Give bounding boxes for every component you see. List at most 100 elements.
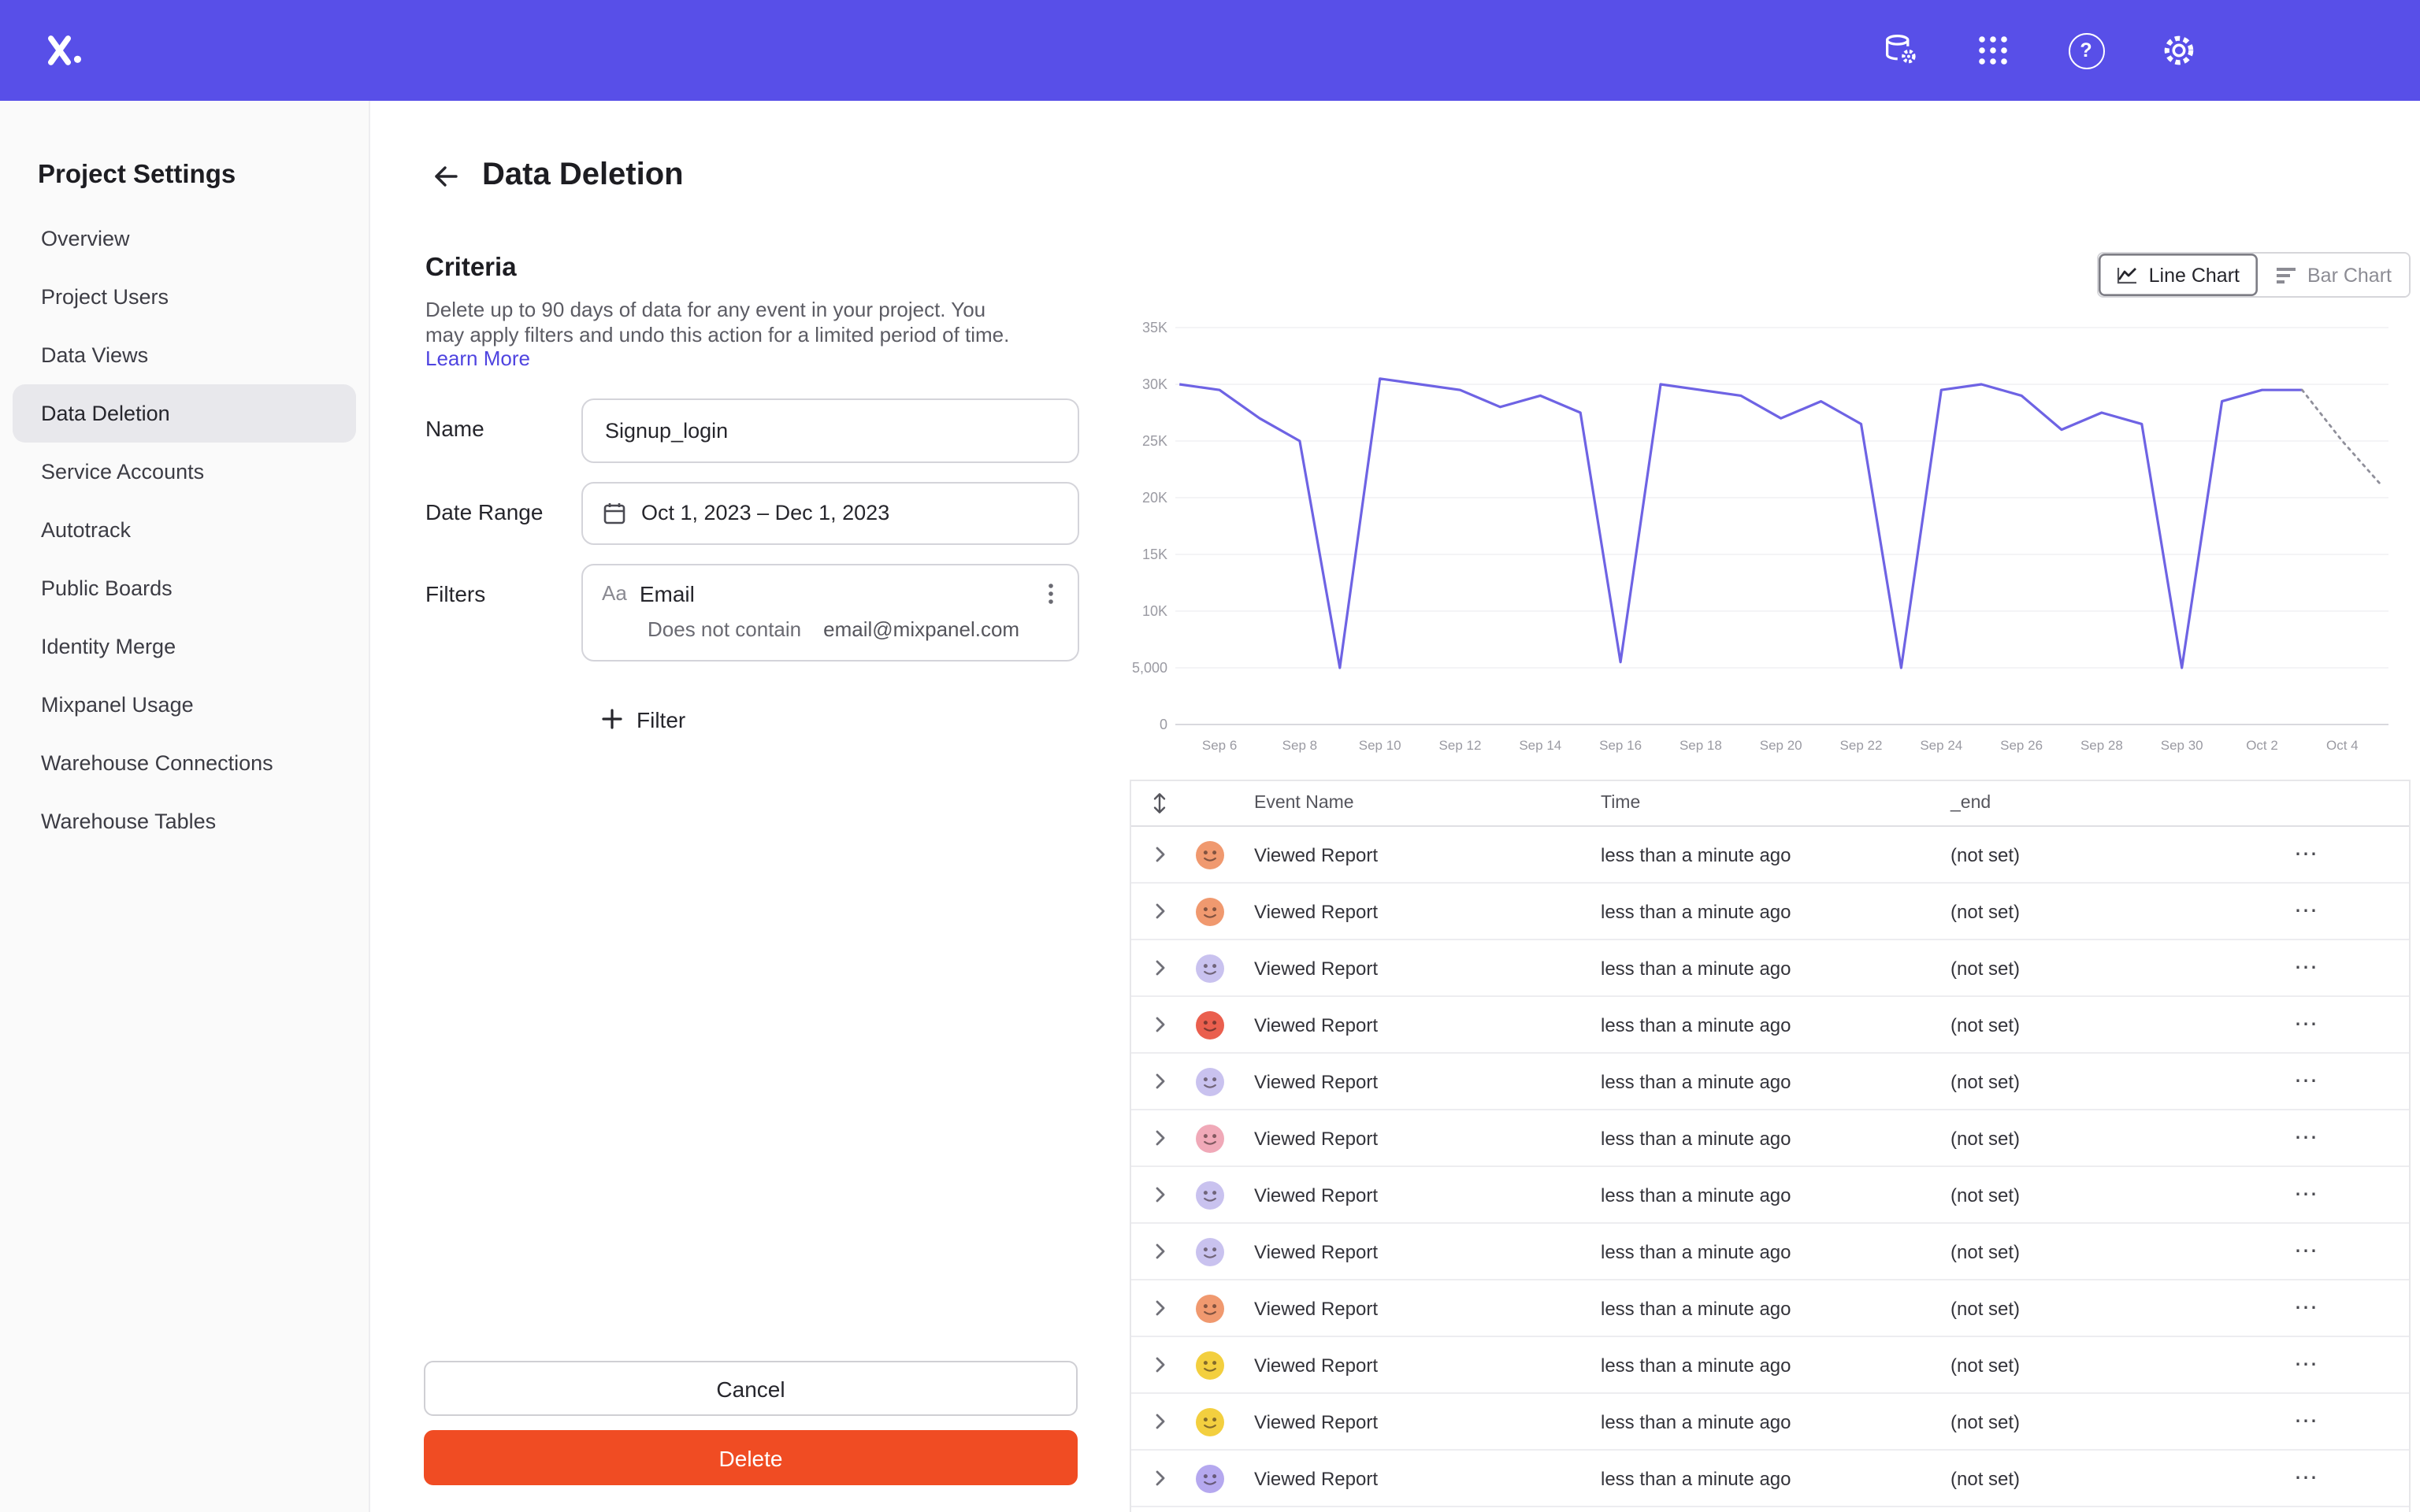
row-expand-chevron-icon[interactable] (1131, 1073, 1188, 1090)
sidebar-item-warehouse-connections[interactable]: Warehouse Connections (13, 734, 356, 792)
row-expand-chevron-icon[interactable] (1131, 1413, 1188, 1430)
sidebar-item-warehouse-tables[interactable]: Warehouse Tables (13, 792, 356, 850)
row-expand-chevron-icon[interactable] (1131, 1129, 1188, 1147)
sidebar-item-identity-merge[interactable]: Identity Merge (13, 617, 356, 676)
settings-icon[interactable] (2158, 30, 2199, 71)
sidebar-title: Project Settings (38, 161, 236, 189)
time-cell: less than a minute ago (1601, 1354, 1791, 1376)
sidebar-item-label: Mixpanel Usage (41, 693, 194, 717)
end-cell: (not set) (1950, 1410, 2021, 1432)
avatar (1196, 1180, 1224, 1209)
row-expand-chevron-icon[interactable] (1131, 959, 1188, 976)
row-actions-button[interactable]: ⋯ (2286, 1352, 2327, 1376)
avatar (1196, 1464, 1224, 1492)
add-filter-button[interactable]: Filter (602, 706, 685, 732)
delete-button[interactable]: Delete (424, 1430, 1078, 1485)
row-expand-chevron-icon[interactable] (1131, 1016, 1188, 1033)
svg-text:15K: 15K (1142, 547, 1167, 562)
table-row: Viewed Report less than a minute ago (no… (1131, 1451, 2409, 1507)
table-row: Viewed Report less than a minute ago (no… (1131, 884, 2409, 940)
page-header: Data Deletion (429, 158, 684, 194)
row-actions-button[interactable]: ⋯ (2286, 1409, 2327, 1432)
bar-chart-toggle-label: Bar Chart (2307, 264, 2392, 286)
mixpanel-logo-icon (47, 35, 82, 65)
event-name-cell: Viewed Report (1254, 1410, 1378, 1432)
row-expand-chevron-icon[interactable] (1131, 1299, 1188, 1317)
sidebar-item-project-users[interactable]: Project Users (13, 268, 356, 326)
help-icon[interactable]: ? (2066, 30, 2106, 71)
kebab-icon (1049, 583, 1053, 603)
learn-more-link[interactable]: Learn More (425, 346, 530, 370)
sidebar-item-data-views[interactable]: Data Views (13, 326, 356, 384)
svg-text:Sep 22: Sep 22 (1840, 738, 1883, 753)
row-expand-chevron-icon[interactable] (1131, 1356, 1188, 1373)
end-cell: (not set) (1950, 957, 2021, 979)
filters-row: Filters Aa Email (425, 563, 1087, 661)
avatar (1196, 1294, 1224, 1322)
help-glyph: ? (2068, 32, 2104, 69)
data-management-icon[interactable] (1880, 30, 1921, 71)
row-actions-button[interactable]: ⋯ (2286, 1295, 2327, 1319)
time-cell: less than a minute ago (1601, 843, 1791, 865)
row-actions-button[interactable]: ⋯ (2286, 842, 2327, 865)
criteria-form: Name Date Range Oct 1, 2023 – Dec (425, 398, 1087, 737)
svg-text:Sep 16: Sep 16 (1599, 738, 1642, 753)
filter-card[interactable]: Aa Email Does not contain ema (581, 563, 1079, 661)
event-name-cell: Viewed Report (1254, 900, 1378, 922)
avatar (1196, 897, 1224, 925)
row-actions-button[interactable]: ⋯ (2286, 1239, 2327, 1262)
row-actions-button[interactable]: ⋯ (2286, 1012, 2327, 1036)
row-expand-chevron-icon[interactable] (1131, 846, 1188, 863)
row-actions-button[interactable]: ⋯ (2286, 899, 2327, 922)
sidebar: Project Settings Overview Project Users … (0, 101, 370, 1512)
filter-value: email@mixpanel.com (823, 617, 1020, 640)
table-header: Event Name Time _end (1131, 781, 2409, 827)
mixpanel-logo[interactable] (44, 30, 85, 71)
sidebar-item-overview[interactable]: Overview (13, 209, 356, 268)
filter-menu-button[interactable] (1037, 579, 1065, 607)
back-button[interactable] (429, 158, 463, 193)
time-cell: less than a minute ago (1601, 1014, 1791, 1036)
event-name-cell: Viewed Report (1254, 1354, 1378, 1376)
end-cell: (not set) (1950, 1240, 2021, 1262)
event-name-cell: Viewed Report (1254, 957, 1378, 979)
criteria-section: Criteria Delete up to 90 days of data fo… (425, 254, 1087, 737)
table-row: Viewed Report less than a minute ago (no… (1131, 1167, 2409, 1224)
row-expand-chevron-icon[interactable] (1131, 1469, 1188, 1487)
apps-grid-icon[interactable] (1973, 30, 2014, 71)
time-cell: less than a minute ago (1601, 1410, 1791, 1432)
sidebar-item-public-boards[interactable]: Public Boards (13, 559, 356, 617)
sidebar-item-autotrack[interactable]: Autotrack (13, 501, 356, 559)
row-actions-button[interactable]: ⋯ (2286, 1069, 2327, 1092)
events-line-chart[interactable]: 0 5,000 10K 15K 20K 25K 30K 35K Sep 6 Sep 8 Sep 10… (1103, 307, 2420, 767)
row-actions-button[interactable]: ⋯ (2286, 1182, 2327, 1206)
row-expand-chevron-icon[interactable] (1131, 902, 1188, 920)
name-input[interactable] (581, 398, 1079, 462)
sidebar-item-mixpanel-usage[interactable]: Mixpanel Usage (13, 676, 356, 734)
table-row: Viewed Report less than a minute ago (no… (1131, 1394, 2409, 1451)
end-cell: (not set) (1950, 1014, 2021, 1036)
time-cell: less than a minute ago (1601, 1127, 1791, 1149)
row-actions-button[interactable]: ⋯ (2286, 1466, 2327, 1489)
time-cell: less than a minute ago (1601, 957, 1791, 979)
sidebar-item-service-accounts[interactable]: Service Accounts (13, 443, 356, 501)
name-label: Name (425, 415, 484, 440)
time-cell: less than a minute ago (1601, 1184, 1791, 1206)
time-cell: less than a minute ago (1601, 1297, 1791, 1319)
column-header-end: _end (1950, 794, 1991, 813)
filter-property: Email (639, 580, 695, 606)
page-title: Data Deletion (482, 158, 684, 192)
bar-chart-toggle-button[interactable]: Bar Chart (2257, 254, 2409, 296)
row-expand-chevron-icon[interactable] (1131, 1186, 1188, 1203)
cancel-button[interactable]: Cancel (424, 1361, 1078, 1416)
row-expand-chevron-icon[interactable] (1131, 1243, 1188, 1260)
date-range-picker[interactable]: Oct 1, 2023 – Dec 1, 2023 (581, 481, 1079, 544)
arrow-left-icon (435, 165, 458, 186)
sidebar-item-data-deletion[interactable]: Data Deletion (13, 384, 356, 443)
svg-text:20K: 20K (1142, 490, 1167, 506)
expand-all-rows-button[interactable] (1131, 792, 1188, 814)
line-chart-toggle-button[interactable]: Line Chart (2098, 254, 2257, 296)
filters-label: Filters (425, 580, 486, 606)
row-actions-button[interactable]: ⋯ (2286, 955, 2327, 979)
row-actions-button[interactable]: ⋯ (2286, 1125, 2327, 1149)
